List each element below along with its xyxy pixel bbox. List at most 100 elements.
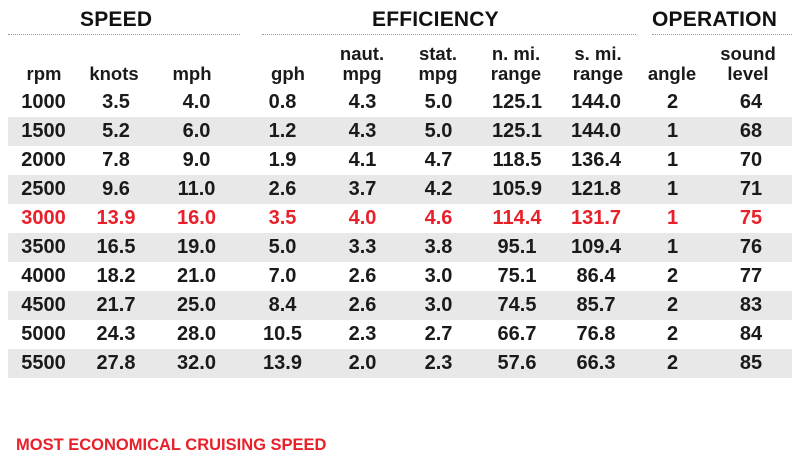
table-cell: 4500 [8,291,79,320]
table-cell: 71 [710,175,792,204]
table-cell: 85 [710,349,792,378]
column-header-mph: mph [172,63,212,84]
table-cell: 13.9 [240,349,325,378]
table-cell: 3.8 [400,233,477,262]
table-cell: 85.7 [557,291,635,320]
table-cell: 21.0 [177,265,216,287]
table-cell: 4.0 [348,207,377,229]
table-cell: 16.5 [79,233,153,262]
group-header-efficiency: EFFICIENCY [372,8,499,31]
table-cell: 25.0 [153,291,240,320]
table-cell: 3000 [21,207,66,229]
group-header-operation: OPERATION [652,8,778,31]
table-cell: 1500 [8,117,79,146]
table-cell: 1.9 [268,149,297,171]
table-cell: 10.5 [263,323,302,345]
table-row: 3500 16.5 19.0 5.0 3.3 3.8 95.1 109.4 1 76 [8,233,792,262]
table-cell: 3.0 [424,265,453,287]
efficiency-divider [262,34,636,35]
table-cell: 4.3 [348,91,377,113]
table-cell: 3500 [8,233,79,262]
table-cell: 1 [666,207,679,229]
table-cell: 114.4 [492,207,542,229]
speed-divider [8,34,240,35]
table-cell: 76 [710,233,792,262]
table-cell: 131.7 [570,207,622,229]
table-cell: 64 [739,91,763,113]
table-row: 1000 3.5 4.0 0.8 4.3 5.0 125.1 144.0 2 64 [8,88,792,117]
table-cell: 9.6 [79,175,153,204]
table-cell: 3.5 [102,91,130,113]
table-cell: 121.8 [557,175,635,204]
table-cell: 77 [739,265,763,287]
column-header-rpm: rpm [26,63,62,84]
table-body: 1000 3.5 4.0 0.8 4.3 5.0 125.1 144.0 2 64 1500 5.2 6… [8,88,792,378]
table-row: 1500 5.2 6.0 1.2 4.3 5.0 125.1 144.0 1 68 [8,117,792,146]
table-cell: 27.8 [79,349,153,378]
table-cell: 2.0 [325,349,400,378]
table-cell: 1 [635,175,710,204]
table-cell: 68 [710,117,792,146]
table-cell: 144.0 [570,91,622,113]
column-header-knots: knots [89,63,139,84]
table-cell: 2.3 [400,349,477,378]
table-cell: 4.2 [400,175,477,204]
table-cell: 136.4 [570,149,622,171]
table-cell: 76.8 [576,323,616,345]
table-cell: 74.5 [477,291,557,320]
table-cell: 1 [635,233,710,262]
table-cell: 8.4 [240,291,325,320]
table-cell: 1 [666,149,679,171]
table-cell: 75.1 [497,265,537,287]
column-header-s-mi-range: s. mi. range [572,43,624,84]
performance-table: 1000 3.5 4.0 0.8 4.3 5.0 125.1 144.0 2 64 1500 5.2 6… [8,88,792,378]
table-cell: 118.5 [492,149,542,171]
table-cell: 2000 [21,149,66,171]
table-cell: 4.7 [424,149,453,171]
table-cell: 6.0 [153,117,240,146]
table-cell: 95.1 [477,233,557,262]
table-cell: 3.7 [325,175,400,204]
table-cell: 7.8 [102,149,130,171]
table-cell: 125.1 [477,117,557,146]
table-cell: 70 [739,149,763,171]
table-cell: 5000 [21,323,66,345]
table-cell: 2 [666,91,679,113]
column-header-sound-level: sound level [720,43,776,84]
table-cell: 1.2 [240,117,325,146]
table-cell: 5500 [8,349,79,378]
table-cell: 32.0 [153,349,240,378]
table-cell: 2.7 [424,323,453,345]
operation-divider [652,34,792,35]
table-cell: 11.0 [153,175,240,204]
table-cell: 2.6 [325,291,400,320]
column-header-n-mi-range: n. mi. range [490,43,542,84]
table-cell: 9.0 [182,149,211,171]
table-cell: 2500 [8,175,79,204]
table-cell: 3.5 [268,207,297,229]
table-row: 3000 13.9 16.0 3.5 4.0 4.6 114.4 131.7 1 75 [8,204,792,233]
group-header-speed: SPEED [80,8,153,31]
table-cell: 83 [710,291,792,320]
table-cell: 16.0 [177,207,216,229]
table-cell: 28.0 [177,323,216,345]
table-row: 5500 27.8 32.0 13.9 2.0 2.3 57.6 66.3 2 85 [8,349,792,378]
table-cell: 7.0 [268,265,297,287]
table-cell: 2 [666,265,679,287]
table-row: 4500 21.7 25.0 8.4 2.6 3.0 74.5 85.7 2 83 [8,291,792,320]
table-cell: 19.0 [153,233,240,262]
table-cell: 5.0 [400,117,477,146]
column-header-angle: angle [647,63,697,84]
table-cell: 2.3 [348,323,377,345]
table-cell: 57.6 [477,349,557,378]
table-cell: 125.1 [491,91,543,113]
table-cell: 3.0 [400,291,477,320]
table-cell: 84 [739,323,763,345]
table-cell: 109.4 [557,233,635,262]
table-cell: 18.2 [96,265,136,287]
column-header-stat-mpg: stat. mpg [418,43,458,84]
table-cell: 5.0 [424,91,453,113]
table-row: 2500 9.6 11.0 2.6 3.7 4.2 105.9 121.8 1 71 [8,175,792,204]
table-cell: 0.8 [268,91,297,113]
table-cell: 66.3 [557,349,635,378]
